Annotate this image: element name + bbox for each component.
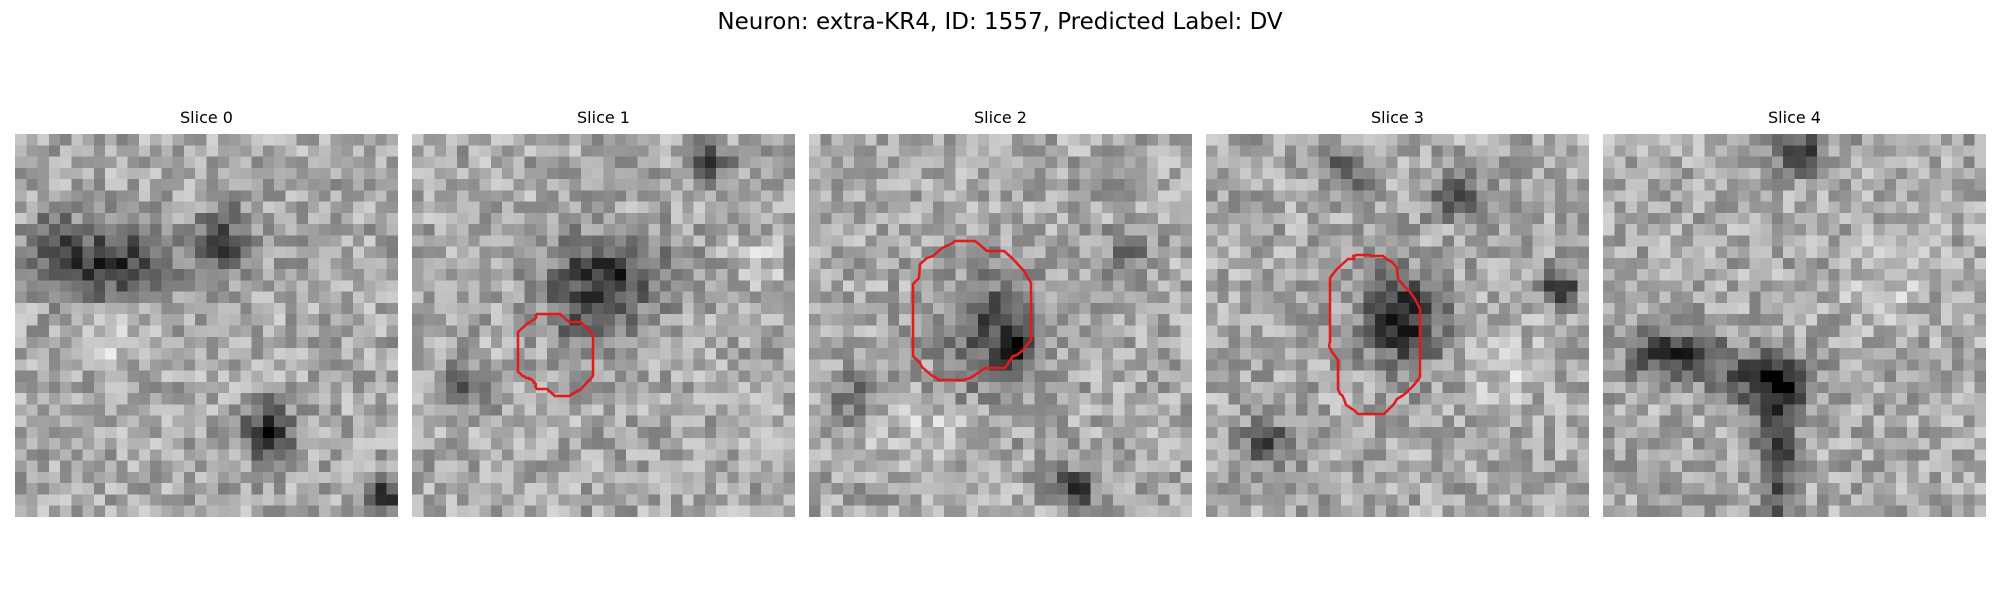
slice-panel-2: Slice 2 xyxy=(809,108,1192,517)
roi-outline-2 xyxy=(911,239,1033,382)
slice-panel-3: Slice 3 xyxy=(1206,108,1589,517)
slice-image-3 xyxy=(1206,134,1589,517)
roi-outline-1 xyxy=(516,312,595,398)
slice-pixels-0 xyxy=(15,134,398,517)
slice-pixels-1 xyxy=(412,134,795,517)
slice-panel-4: Slice 4 xyxy=(1603,108,1986,517)
slice-image-0 xyxy=(15,134,398,517)
slice-pixels-2 xyxy=(809,134,1192,517)
slice-title-3: Slice 3 xyxy=(1371,108,1424,127)
slice-image-1 xyxy=(412,134,795,517)
slice-image-4 xyxy=(1603,134,1986,517)
figure-title: Neuron: extra-KR4, ID: 1557, Predicted L… xyxy=(717,9,1283,35)
slice-title-2: Slice 2 xyxy=(974,108,1027,127)
slice-title-4: Slice 4 xyxy=(1768,108,1821,127)
slice-title-0: Slice 0 xyxy=(180,108,233,127)
roi-outline-3 xyxy=(1327,253,1422,416)
slice-pixels-4 xyxy=(1603,134,1986,517)
slice-pixels-3 xyxy=(1206,134,1589,517)
slice-title-1: Slice 1 xyxy=(577,108,630,127)
slice-image-2 xyxy=(809,134,1192,517)
slice-panel-0: Slice 0 xyxy=(15,108,398,517)
slice-panel-1: Slice 1 xyxy=(412,108,795,517)
